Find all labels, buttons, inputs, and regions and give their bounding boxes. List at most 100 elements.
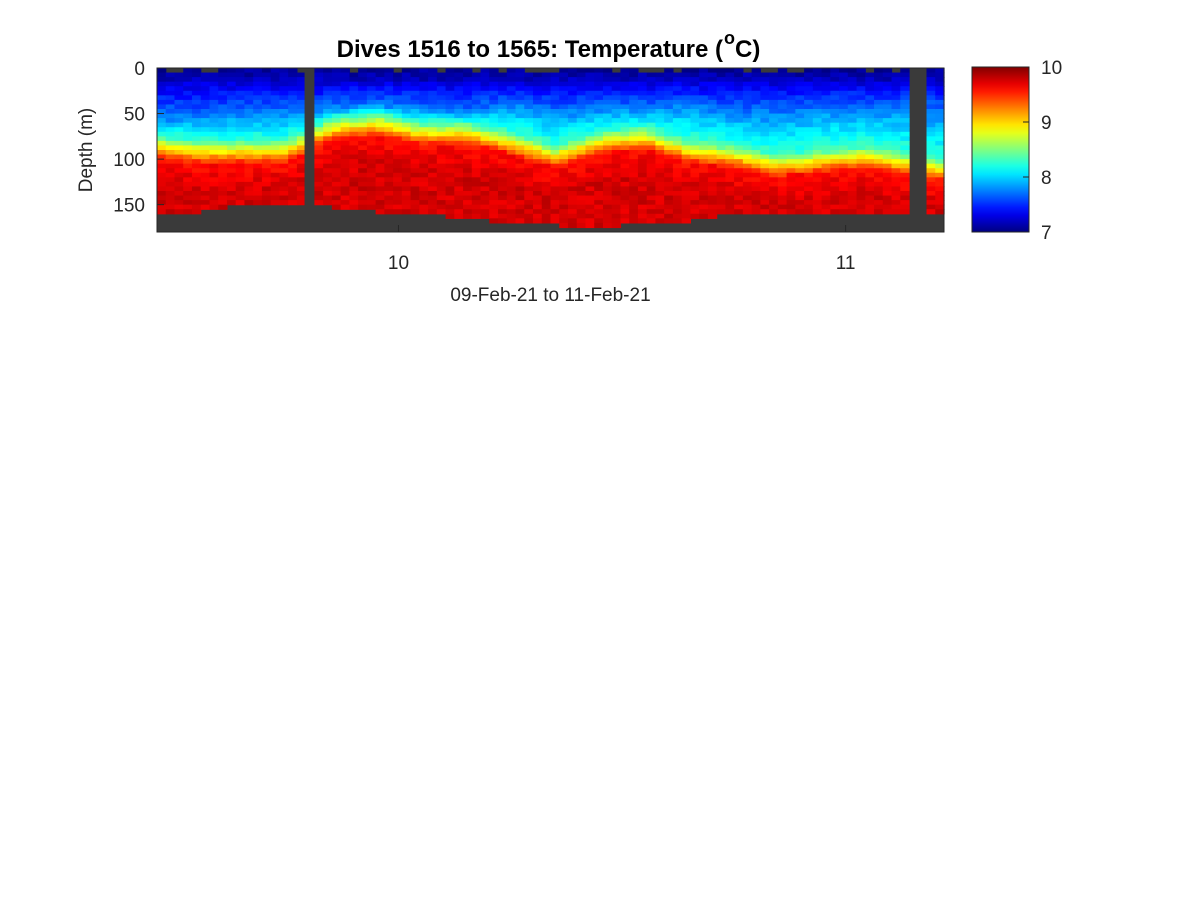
heatmap-cell xyxy=(253,163,263,169)
heatmap-cell xyxy=(681,122,692,128)
heatmap-cell xyxy=(436,113,447,119)
heatmap-cell xyxy=(393,104,403,110)
heatmap-cell xyxy=(681,72,692,78)
heatmap-cell xyxy=(821,172,831,178)
heatmap-cell xyxy=(463,204,473,210)
heatmap-cell xyxy=(882,181,893,188)
heatmap-cell xyxy=(366,127,377,133)
heatmap-cell xyxy=(165,77,176,83)
heatmap-cell xyxy=(629,140,639,147)
heatmap-cell xyxy=(261,109,272,115)
heatmap-cell xyxy=(812,131,823,137)
heatmap-cell xyxy=(358,90,368,96)
heatmap-cell xyxy=(157,145,167,151)
heatmap-cell xyxy=(454,104,464,110)
heatmap-cell xyxy=(865,140,875,147)
heatmap-cell xyxy=(900,150,910,156)
heatmap-cell xyxy=(375,177,385,183)
heatmap-cell xyxy=(454,168,464,174)
heatmap-cell xyxy=(742,113,753,119)
heatmap-cell xyxy=(620,209,630,215)
heatmap-cell xyxy=(725,181,735,188)
heatmap-cell xyxy=(384,177,394,183)
heatmap-cell xyxy=(602,200,613,206)
heatmap-cell xyxy=(165,127,176,133)
heatmap-cell xyxy=(576,163,587,169)
heatmap-cell xyxy=(533,145,543,151)
heatmap-cell xyxy=(191,122,202,128)
heatmap-cell xyxy=(550,191,560,197)
heatmap-cell xyxy=(419,140,429,147)
heatmap-cell xyxy=(629,127,639,133)
heatmap-cell xyxy=(235,150,246,156)
heatmap-cell xyxy=(314,95,324,101)
heatmap-cell xyxy=(795,99,805,106)
heatmap-cell xyxy=(340,68,350,74)
heatmap-cell xyxy=(856,150,866,156)
heatmap-cell xyxy=(454,81,464,87)
heatmap-cell xyxy=(847,200,858,206)
heatmap-cell xyxy=(218,95,228,101)
heatmap-cell xyxy=(830,140,840,147)
heatmap-cell xyxy=(436,186,447,192)
heatmap-cell xyxy=(506,191,517,197)
heatmap-cell xyxy=(594,177,604,183)
heatmap-cell xyxy=(550,204,560,210)
heatmap-cell xyxy=(786,181,796,188)
heatmap-cell xyxy=(769,168,779,174)
heatmap-cell xyxy=(769,145,779,151)
heatmap-cell xyxy=(463,163,473,169)
heatmap-cell xyxy=(874,177,884,183)
heatmap-cell xyxy=(559,131,569,137)
heatmap-cell xyxy=(646,200,657,206)
heatmap-cell xyxy=(699,150,709,156)
heatmap-cell xyxy=(183,209,193,215)
heatmap-cell xyxy=(393,136,403,142)
heatmap-cell xyxy=(253,113,263,119)
heatmap-cell xyxy=(174,195,184,201)
heatmap-cell xyxy=(506,118,517,124)
heatmap-cell xyxy=(699,86,709,92)
heatmap-cell xyxy=(515,145,525,151)
heatmap-cell xyxy=(191,140,202,147)
heatmap-cell xyxy=(515,159,525,165)
heatmap-cell xyxy=(183,177,193,183)
heatmap-cell xyxy=(926,104,936,110)
heatmap-cell xyxy=(690,145,700,151)
heatmap-cell xyxy=(594,172,604,178)
heatmap-cell xyxy=(550,168,560,174)
heatmap-cell xyxy=(594,122,604,128)
heatmap-cell xyxy=(620,104,630,110)
heatmap-cell xyxy=(699,77,709,83)
heatmap-cell xyxy=(900,181,910,188)
heatmap-cell xyxy=(533,86,543,92)
heatmap-cell xyxy=(340,159,350,165)
heatmap-cell xyxy=(664,172,674,178)
heatmap-cell xyxy=(655,163,665,169)
heatmap-cell xyxy=(366,86,377,92)
heatmap-cell xyxy=(524,172,534,178)
heatmap-cell xyxy=(559,77,569,83)
heatmap-cell xyxy=(218,81,228,87)
heatmap-cell xyxy=(358,118,368,124)
heatmap-cell xyxy=(856,113,866,119)
heatmap-cell xyxy=(270,181,281,188)
heatmap-cell xyxy=(401,181,412,188)
heatmap-cell xyxy=(226,159,237,165)
heatmap-cell xyxy=(620,131,630,137)
heatmap-cell xyxy=(480,104,490,110)
heatmap-cell xyxy=(463,95,473,101)
heatmap-cell xyxy=(664,204,674,210)
heatmap-cell xyxy=(611,191,622,197)
heatmap-cell xyxy=(812,200,823,206)
heatmap-cell xyxy=(226,109,237,115)
heatmap-cell xyxy=(891,150,901,156)
heatmap-cell xyxy=(366,95,377,101)
heatmap-cell xyxy=(270,172,281,178)
heatmap-cell xyxy=(821,163,831,169)
heatmap-cell xyxy=(436,200,447,206)
heatmap-cell xyxy=(541,172,552,178)
heatmap-cell xyxy=(349,131,359,137)
heatmap-cell xyxy=(769,186,779,192)
heatmap-cell xyxy=(436,86,447,92)
